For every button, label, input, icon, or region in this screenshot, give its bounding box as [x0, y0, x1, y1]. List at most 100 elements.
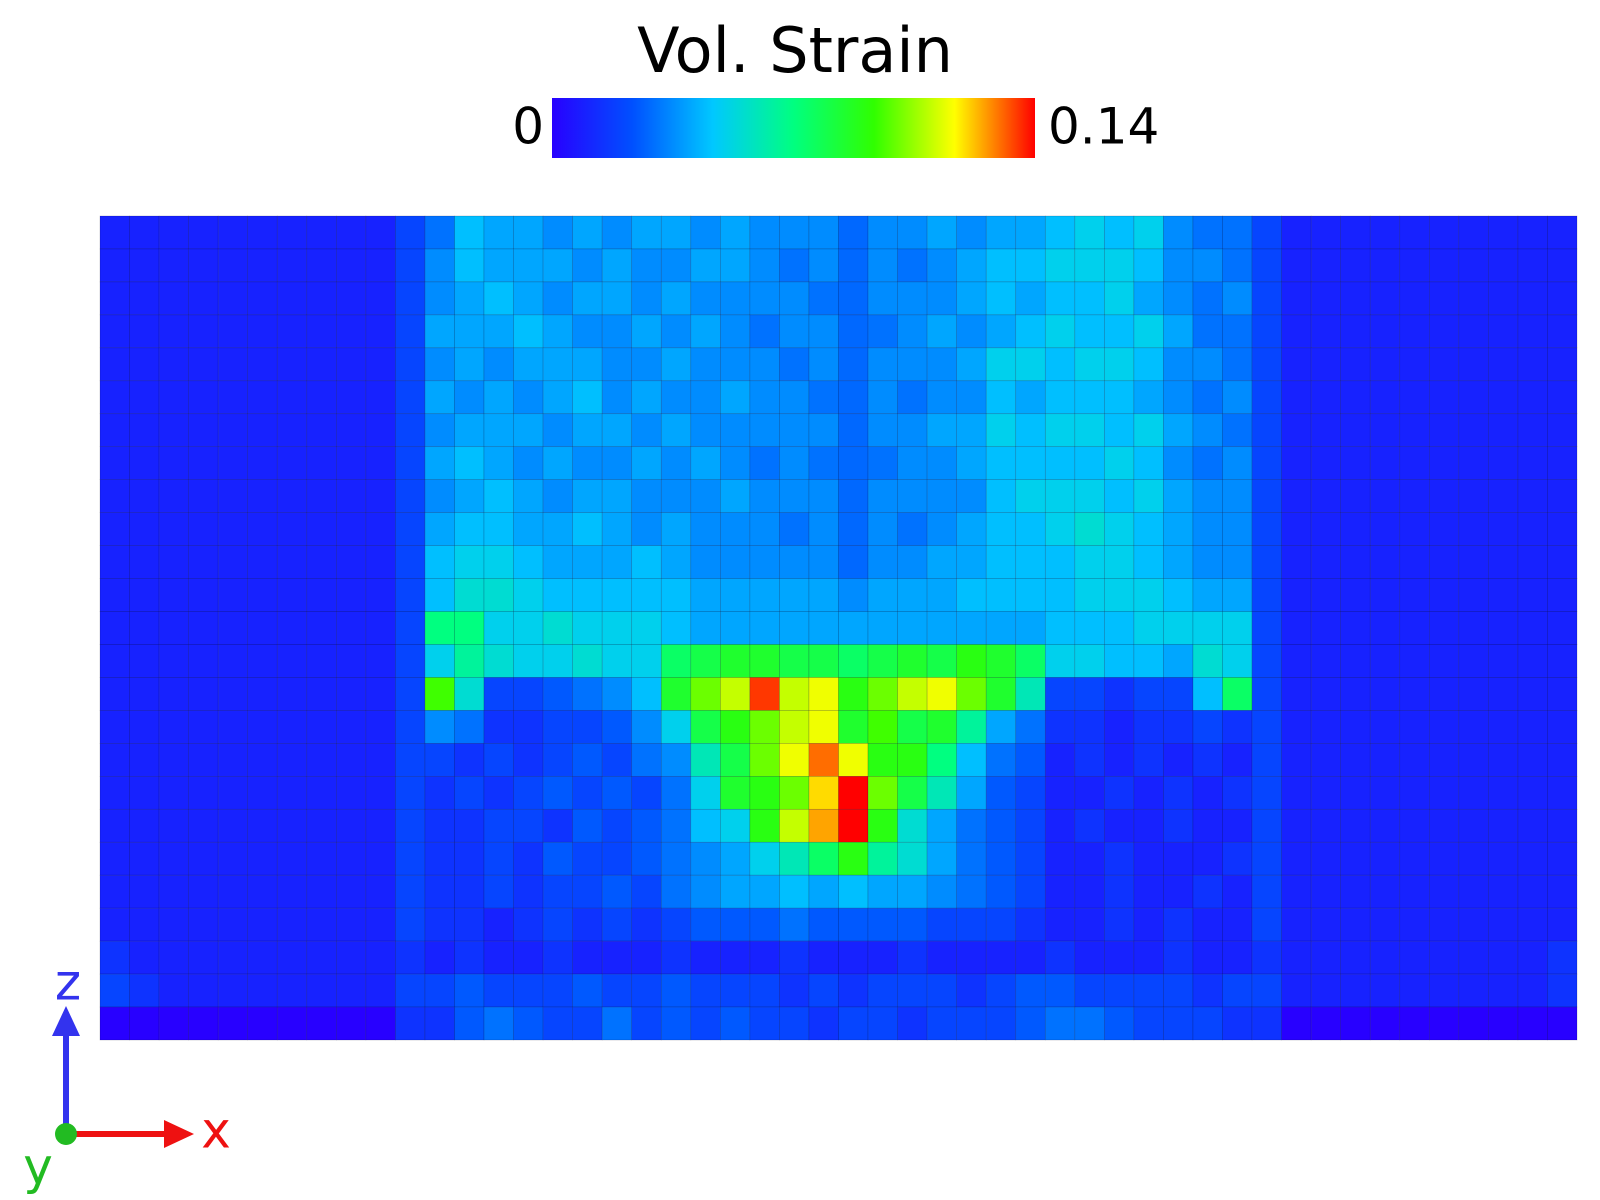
- heatmap-cell: [1133, 578, 1164, 612]
- heatmap-cell: [985, 314, 1017, 349]
- heatmap-cell: [247, 314, 278, 349]
- heatmap-cell: [217, 776, 249, 810]
- heatmap-cell: [897, 248, 928, 283]
- heatmap-cell: [129, 347, 160, 382]
- heatmap-cell: [217, 677, 249, 711]
- heatmap-cell: [1074, 1006, 1105, 1041]
- heatmap-cell: [749, 874, 780, 909]
- heatmap-cell: [276, 512, 308, 546]
- heatmap-cell: [897, 314, 928, 349]
- heatmap-cell: [1458, 314, 1489, 349]
- heatmap-cell: [1104, 743, 1135, 777]
- heatmap-cell: [1369, 545, 1401, 579]
- heatmap-cell: [1458, 644, 1489, 678]
- heatmap-cell: [897, 611, 928, 645]
- heatmap-cell: [1222, 874, 1253, 909]
- heatmap-cell: [660, 512, 692, 546]
- heatmap-cell: [808, 248, 839, 283]
- heatmap-cell: [1133, 1006, 1164, 1041]
- heatmap-cell: [1547, 940, 1578, 975]
- heatmap-cell: [1163, 545, 1194, 579]
- heatmap-cell: [99, 479, 130, 513]
- heatmap-cell: [424, 874, 455, 909]
- heatmap-cell: [542, 545, 573, 579]
- heatmap-cell: [483, 545, 514, 579]
- colorbar-min-label: 0: [512, 98, 544, 156]
- heatmap-cell: [336, 578, 367, 612]
- heatmap-cell: [985, 710, 1017, 744]
- heatmap-cell: [1222, 611, 1253, 645]
- heatmap-cell: [1547, 611, 1578, 645]
- heatmap-cell: [1163, 281, 1194, 316]
- heatmap-cell: [1251, 215, 1282, 250]
- heatmap-cell: [690, 248, 721, 283]
- heatmap-cell: [306, 314, 337, 349]
- heatmap-cell: [956, 281, 987, 316]
- heatmap-cell: [276, 446, 308, 480]
- heatmap-cell: [749, 710, 780, 744]
- heatmap-cell: [1369, 413, 1401, 448]
- heatmap-cell: [1163, 743, 1194, 777]
- heatmap-cell: [926, 545, 957, 579]
- heatmap-cell: [1517, 776, 1548, 810]
- heatmap-cell: [1015, 512, 1046, 546]
- heatmap-cell: [542, 380, 573, 415]
- heatmap-cell: [838, 413, 869, 448]
- heatmap-cell: [1310, 841, 1341, 876]
- heatmap-cell: [897, 215, 928, 250]
- heatmap-cell: [454, 314, 485, 349]
- heatmap-cell: [395, 743, 426, 777]
- heatmap-cell: [247, 940, 278, 975]
- colorbar: [552, 98, 1035, 158]
- heatmap-cell: [217, 413, 249, 448]
- heatmap-cell: [1222, 743, 1253, 777]
- heatmap-cell: [1281, 973, 1312, 1008]
- heatmap-cell: [99, 644, 130, 678]
- heatmap-cell: [1547, 479, 1578, 513]
- heatmap-cell: [188, 743, 219, 777]
- heatmap-cell: [1163, 874, 1194, 909]
- heatmap-cell: [897, 512, 928, 546]
- heatmap-cell: [276, 973, 308, 1008]
- heatmap-cell: [217, 743, 249, 777]
- heatmap-cell: [660, 545, 692, 579]
- heatmap-cell: [247, 281, 278, 316]
- heatmap-cell: [1044, 677, 1076, 711]
- heatmap-cell: [690, 380, 721, 415]
- heatmap-cell: [483, 644, 514, 678]
- heatmap-cell: [188, 347, 219, 382]
- heatmap-cell: [1104, 446, 1135, 480]
- heatmap-cell: [454, 446, 485, 480]
- heatmap-cell: [985, 248, 1017, 283]
- heatmap-cell: [247, 644, 278, 678]
- heatmap-cell: [99, 545, 130, 579]
- heatmap-cell: [749, 248, 780, 283]
- heatmap-cell: [867, 776, 898, 810]
- heatmap-cell: [601, 611, 633, 645]
- heatmap-cell: [1429, 380, 1460, 415]
- heatmap-cell: [1281, 578, 1312, 612]
- heatmap-cell: [276, 380, 308, 415]
- heatmap-cell: [336, 1006, 367, 1041]
- heatmap-cell: [1074, 215, 1105, 250]
- heatmap-cell: [1369, 248, 1401, 283]
- heatmap-cell: [129, 446, 160, 480]
- heatmap-cell: [601, 578, 633, 612]
- heatmap-cell: [1251, 808, 1282, 843]
- heatmap-cell: [247, 677, 278, 711]
- heatmap-cell: [188, 281, 219, 316]
- heatmap-cell: [1192, 874, 1223, 909]
- heatmap-cell: [1074, 347, 1105, 382]
- heatmap-cell: [336, 479, 367, 513]
- heatmap-cell: [1340, 479, 1371, 513]
- heatmap-cell: [1251, 413, 1282, 448]
- heatmap-cell: [129, 710, 160, 744]
- heatmap-cell: [838, 215, 869, 250]
- heatmap-cell: [395, 248, 426, 283]
- heatmap-cell: [1222, 677, 1253, 711]
- heatmap-cell: [1517, 347, 1548, 382]
- heatmap-cell: [838, 611, 869, 645]
- heatmap-cell: [217, 1006, 249, 1041]
- heatmap-cell: [631, 314, 662, 349]
- heatmap-cell: [1458, 578, 1489, 612]
